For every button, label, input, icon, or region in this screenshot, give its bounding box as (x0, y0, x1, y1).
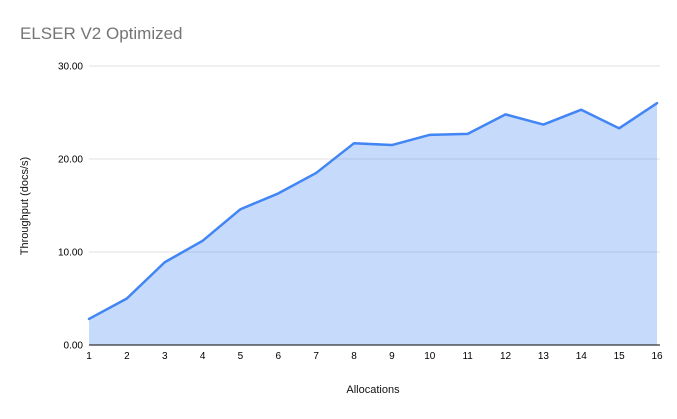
chart-title: ELSER V2 Optimized (20, 24, 183, 43)
x-axis-title: Allocations (346, 384, 400, 396)
x-tick-label: 12 (500, 351, 512, 362)
x-tick-label: 7 (313, 351, 319, 362)
x-tick-label: 11 (462, 351, 473, 362)
x-tick-label: 13 (538, 351, 550, 362)
y-tick-label: 30.00 (58, 62, 83, 73)
y-tick-label: 0.00 (64, 341, 84, 352)
x-tick-label: 16 (651, 351, 663, 362)
x-tick-label: 5 (238, 351, 244, 362)
y-tick-label: 10.00 (58, 248, 83, 259)
x-tick-label: 14 (576, 351, 588, 362)
x-tick-label: 6 (276, 351, 282, 362)
x-tick-label: 1 (86, 351, 92, 362)
series-line (87, 101, 659, 321)
y-tick-label: 20.00 (58, 155, 83, 166)
y-axis-title: Throughput (docs/s) (19, 156, 31, 256)
area-fill (89, 103, 657, 345)
x-tick-label: 8 (351, 351, 357, 362)
x-tick-label: 3 (162, 351, 168, 362)
x-tick-label: 9 (389, 351, 395, 362)
x-tick-label: 4 (200, 351, 206, 362)
x-tick-label: 10 (424, 351, 436, 362)
x-tick-label: 15 (614, 351, 626, 362)
x-tick-label: 2 (124, 351, 130, 362)
